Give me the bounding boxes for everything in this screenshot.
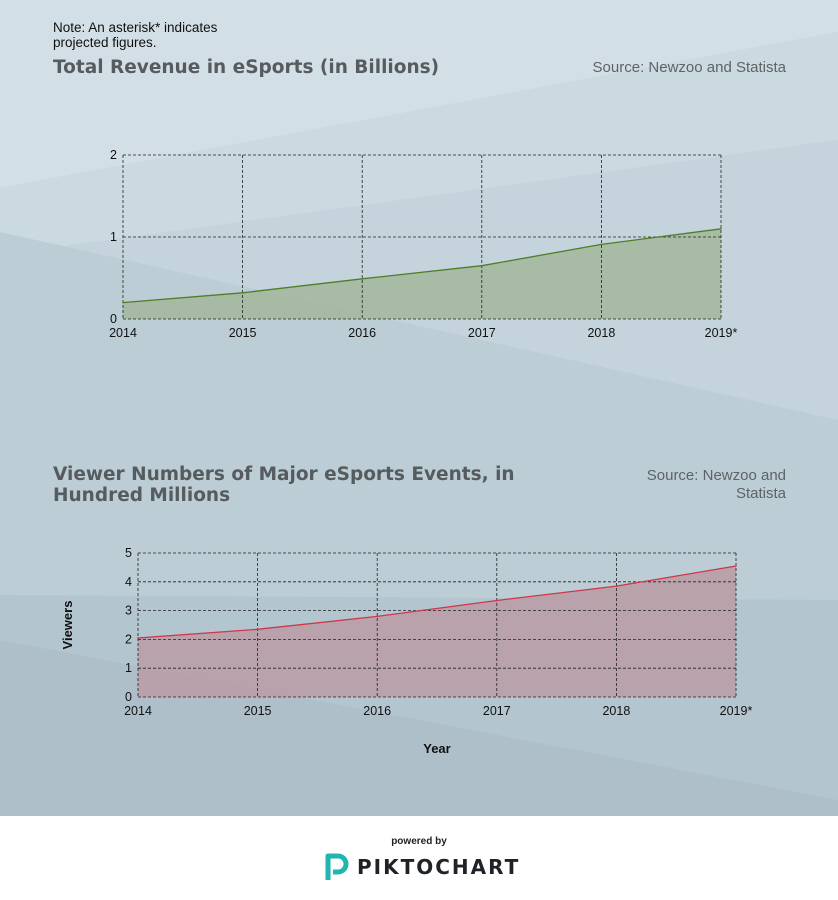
revenue-ytick-label: 1 bbox=[110, 230, 117, 244]
viewers-point-2018 bbox=[615, 585, 618, 587]
viewers-ytick-label: 4 bbox=[125, 575, 132, 589]
powered-by-label: powered by bbox=[391, 836, 447, 847]
revenue-point-2014 bbox=[122, 301, 124, 304]
viewers-point-2016 bbox=[376, 615, 379, 618]
viewers-ytick-label: 1 bbox=[125, 661, 132, 675]
footer: powered by PIKTOCHART bbox=[0, 816, 838, 900]
viewers-y-axis-label: Viewers bbox=[60, 601, 75, 650]
viewers-ytick-label: 3 bbox=[125, 604, 132, 618]
viewers-point-2014 bbox=[137, 637, 139, 639]
projection-note: Note: An asterisk* indicates projected f… bbox=[53, 20, 218, 50]
revenue-point-2016 bbox=[361, 278, 364, 280]
viewers-xtick-label: 2016 bbox=[363, 704, 391, 718]
viewers-area-fill bbox=[138, 566, 736, 697]
viewers-ytick-label: 0 bbox=[125, 690, 132, 704]
brand-name: PIKTOCHART bbox=[357, 855, 521, 879]
revenue-chart-title: Total Revenue in eSports (in Billions) bbox=[53, 57, 440, 78]
revenue-xtick-label: 2016 bbox=[348, 326, 376, 340]
revenue-area-fill bbox=[123, 228, 721, 319]
revenue-xtick-label: 2015 bbox=[229, 326, 257, 340]
viewers-chart-title: Viewer Numbers of Major eSports Events, … bbox=[53, 464, 515, 506]
revenue-ytick-label: 0 bbox=[110, 312, 117, 326]
revenue-area-chart: 0 1 2 2014 2015 2016 2017 2018 2019* 0 1 2 3 4 5 2014 20… bbox=[60, 148, 753, 756]
revenue-chart-source: Source: Newzoo and Statista bbox=[592, 59, 786, 76]
revenue-xtick-label: 2014 bbox=[109, 326, 137, 340]
viewers-ytick-label: 5 bbox=[125, 546, 132, 560]
viewers-series-line bbox=[137, 565, 737, 639]
viewers-ytick-label: 2 bbox=[125, 632, 132, 646]
viewers-point-2019 bbox=[735, 565, 737, 567]
viewers-xtick-label: 2015 bbox=[244, 704, 272, 718]
revenue-series-line bbox=[122, 228, 722, 304]
piktochart-p-icon bbox=[325, 853, 349, 880]
viewers-chart-source: Source: Newzoo and Statista bbox=[646, 467, 786, 502]
piktochart-brand[interactable]: PIKTOCHART bbox=[325, 852, 520, 882]
revenue-xtick-label: 2017 bbox=[468, 326, 496, 340]
revenue-xtick-label: 2018 bbox=[587, 326, 615, 340]
revenue-point-2018 bbox=[600, 243, 603, 246]
revenue-ytick-label: 2 bbox=[110, 148, 117, 162]
viewers-xtick-label: 2019* bbox=[720, 704, 753, 718]
revenue-point-2017 bbox=[481, 264, 483, 267]
revenue-xtick-label: 2019* bbox=[705, 326, 738, 340]
viewers-point-2015 bbox=[256, 628, 259, 631]
viewers-x-axis-label: Year bbox=[423, 741, 450, 756]
infographic-panel: Note: An asterisk* indicates projected f… bbox=[0, 0, 838, 816]
revenue-point-2015 bbox=[241, 291, 244, 294]
viewers-xtick-label: 2014 bbox=[124, 704, 152, 718]
revenue-point-2019 bbox=[720, 228, 722, 230]
viewers-xtick-label: 2017 bbox=[483, 704, 511, 718]
viewers-point-2017 bbox=[496, 599, 498, 602]
viewers-xtick-label: 2018 bbox=[602, 704, 630, 718]
